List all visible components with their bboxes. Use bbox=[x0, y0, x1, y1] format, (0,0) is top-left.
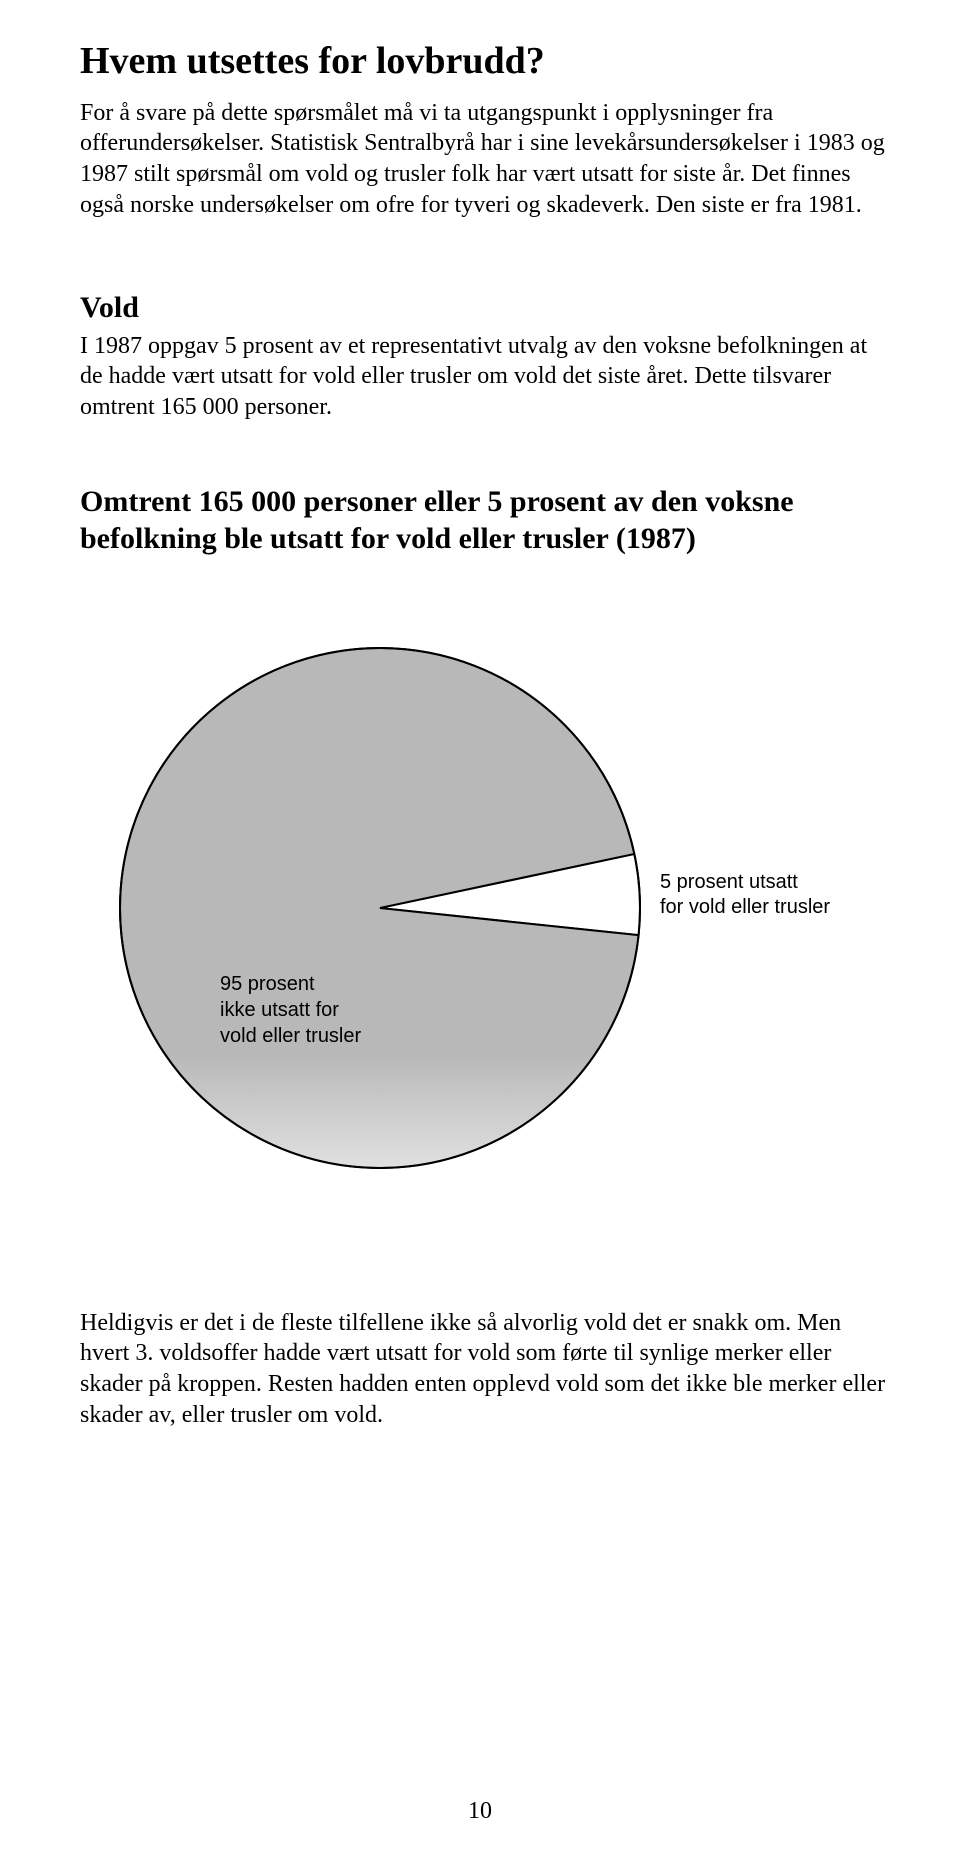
chart-heading: Omtrent 165 000 personer eller 5 prosent… bbox=[80, 483, 890, 558]
pie-label-line: for vold eller trusler bbox=[660, 896, 830, 918]
pie-label-not-exposed: 95 prosent ikke utsatt for vold eller trus… bbox=[220, 971, 361, 1049]
section-body-vold: I 1987 oppgav 5 prosent av et representa… bbox=[80, 331, 890, 423]
section-heading-vold: Vold bbox=[80, 291, 890, 325]
pie-label-exposed: 5 prosent utsatt for vold eller trusler bbox=[660, 870, 830, 920]
intro-paragraph: For å svare på dette spørsmålet må vi ta… bbox=[80, 98, 890, 221]
closing-paragraph: Heldigvis er det i de fleste tilfellene … bbox=[80, 1308, 890, 1431]
page: Hvem utsettes for lovbrudd? For å svare … bbox=[0, 0, 960, 1860]
pie-label-line: 95 prosent bbox=[220, 973, 315, 995]
pie-svg bbox=[80, 638, 680, 1178]
pie-label-line: ikke utsatt for bbox=[220, 999, 339, 1021]
pie-label-line: 5 prosent utsatt bbox=[660, 871, 798, 893]
page-title: Hvem utsettes for lovbrudd? bbox=[80, 40, 890, 84]
pie-label-line: vold eller trusler bbox=[220, 1025, 361, 1047]
pie-chart: 5 prosent utsatt for vold eller trusler 9… bbox=[80, 638, 890, 1178]
page-number: 10 bbox=[0, 1798, 960, 1825]
